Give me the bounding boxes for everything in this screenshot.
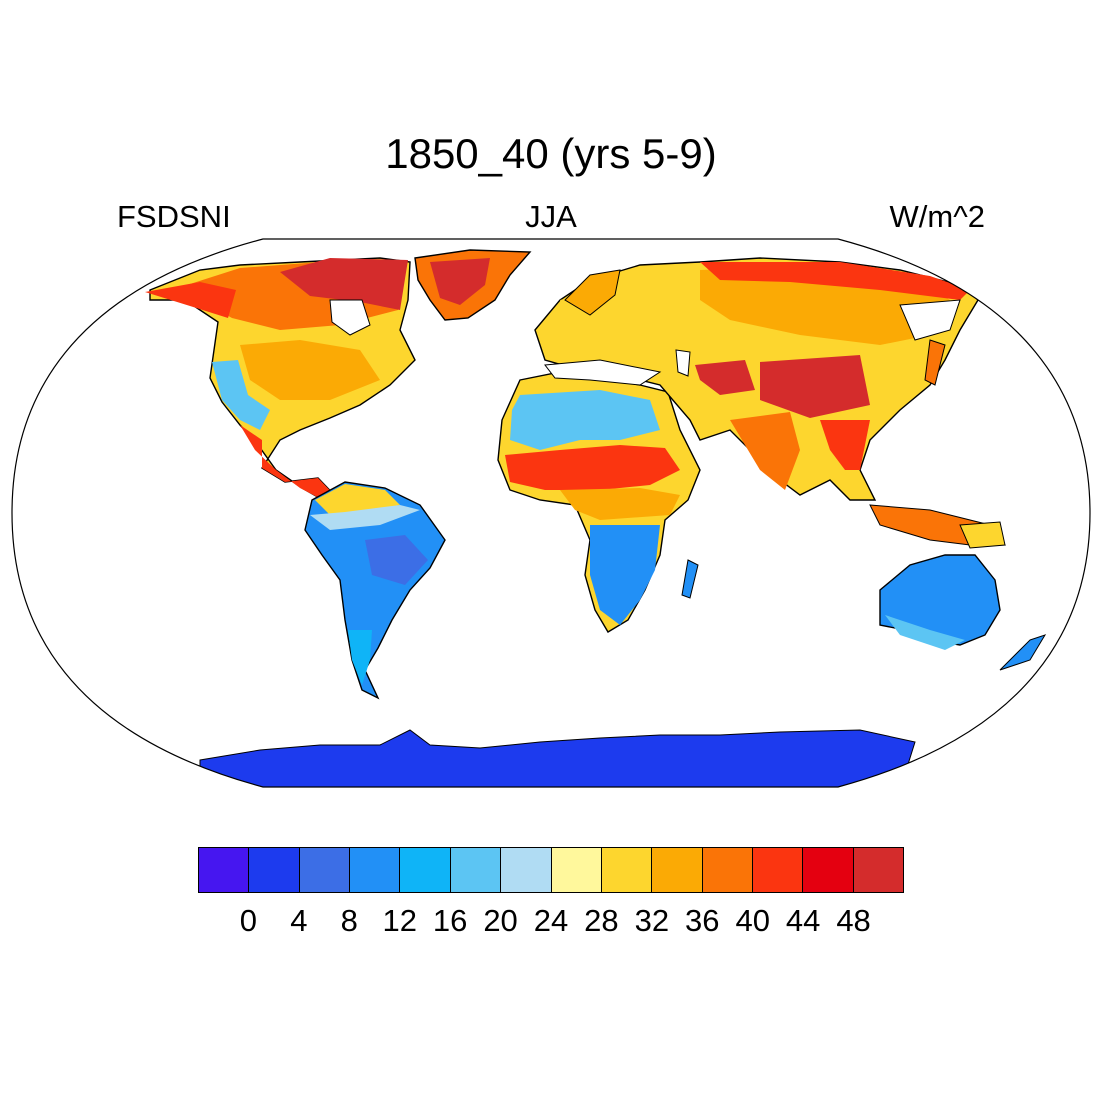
colorbar-tick-label: 48 [836,903,871,938]
new-guinea [959,521,1006,549]
colorbar-box [551,848,602,892]
colorbar-box [501,848,552,892]
colorbar-box [350,848,401,892]
southern-africa [590,525,660,625]
colorbar-box [450,848,502,892]
colorbar-tick-label: 16 [432,903,468,938]
south-america-transition [310,505,420,530]
colorbar-tick-label: 44 [785,903,821,938]
colorbar-tick-label: 0 [239,903,258,938]
colorbar-box [853,848,904,892]
mediterranean [544,359,662,386]
amazon [365,535,428,585]
colorbar-tick-label: 8 [340,903,358,938]
colorbar-box [199,848,250,892]
caspian-sea [675,349,691,377]
scandinavia [564,269,621,316]
south-america [304,481,446,700]
colorbar-box [249,848,300,892]
us-southwest [212,360,270,430]
hudson-bay [329,299,371,336]
map-title: 1850_40 (yrs 5-9) [385,130,717,177]
kamchatka [899,299,961,341]
colorbar [198,847,904,893]
colorbar-tick-label: 4 [290,903,308,938]
colorbar-tick-label: 12 [382,903,417,938]
canadian-arctic [280,258,408,310]
new-zealand [999,634,1047,671]
colorbar-labels: 0 4 8 12 16 20 24 28 32 36 40 44 48 [0,901,1102,941]
sahel [505,445,680,490]
colorbar-tick-label: 24 [533,903,569,938]
colorbar-tick-label: 32 [634,903,670,938]
colorbar-box [601,848,653,892]
australia-south [885,615,965,650]
variable-label: FSDSNI [117,199,231,234]
colorbar-tick-label: 36 [685,903,720,938]
arctic-coast [700,262,970,300]
season-label: JJA [525,199,577,234]
alaska [145,282,236,318]
colorbar-tick-label: 20 [483,903,518,938]
colorbar-box [803,848,854,892]
india [730,412,800,490]
colorbar-tick-label: 40 [735,903,770,938]
colorbar-box [652,848,703,892]
us-midwest [240,340,380,400]
colorbar-tick-label: 28 [584,903,619,938]
units-label: W/m^2 [889,199,985,234]
colorbar-box [702,848,753,892]
patagonia [348,630,372,685]
sahara [510,390,660,450]
mexico [240,425,344,505]
southeast-asia [820,420,870,470]
tibet-mongolia [760,355,870,418]
madagascar [681,559,699,599]
colorbar-box [299,848,351,892]
central-africa [560,488,680,520]
colorbar-box [752,848,804,892]
middle-east [695,360,755,395]
japan [924,339,946,386]
south-america-north [315,484,400,515]
globe-outline [11,238,1091,788]
antarctica [199,729,916,787]
colorbar-box [400,848,451,892]
greenland-core [430,258,490,305]
